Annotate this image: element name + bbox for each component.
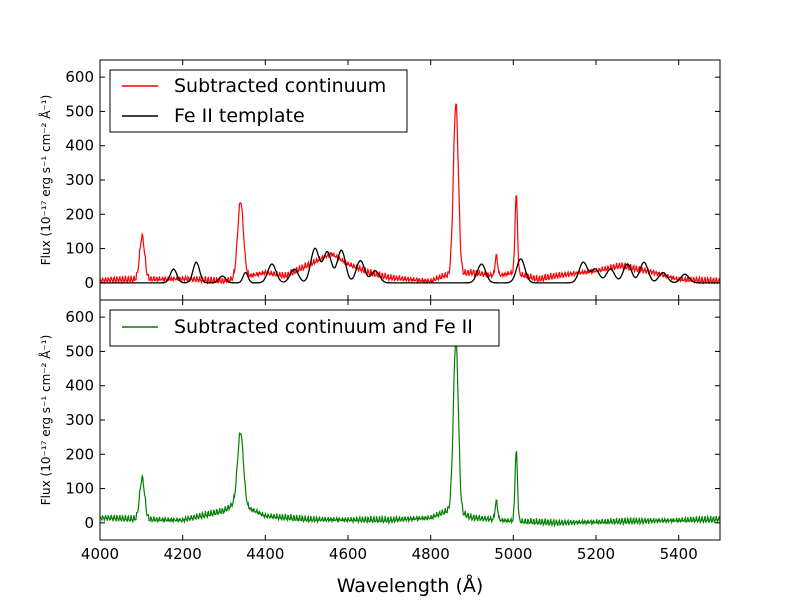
fe-ii-template-line [100,247,720,284]
bottom-axis-ticks [99,300,720,540]
x-tick-label: 4200 [164,545,202,563]
top-panel: 0 100 200 300 400 500 600 Flux (10⁻¹⁷ erg s⁻¹ … [38,59,721,301]
x-tick-label: 4400 [246,545,284,563]
bottom-y-tick-labels: 0 100 200 300 400 500 600 [65,308,94,532]
bottom-legend-box [109,309,500,347]
top-legend: Subtracted continuum Fe II template [109,69,408,133]
y-tick-label: 0 [84,274,94,292]
legend-label-subtracted-continuum-and-fe-ii: Subtracted continuum and Fe II [174,316,473,338]
x-axis-label: Wavelength (Å) [337,574,484,597]
y-tick-label: 100 [65,240,94,258]
legend-label-subtracted-continuum: Subtracted continuum [174,75,386,97]
top-y-axis-label: Flux (10⁻¹⁷ erg s⁻¹ cm⁻² Å⁻¹) [38,95,53,266]
x-tick-label: 4000 [81,545,119,563]
subtracted-continuum-and-fe-ii-line [99,339,721,528]
bottom-x-tick-labels: 4000 4200 4400 4600 4800 5000 5200 5400 [81,545,698,563]
y-tick-label: 0 [84,514,94,532]
top-y-tick-labels: 0 100 200 300 400 500 600 [65,68,94,292]
bottom-plot-frame [99,299,721,541]
legend-label-fe-ii-template: Fe II template [174,105,305,127]
y-tick-label: 300 [65,411,94,429]
x-tick-label: 4800 [412,545,450,563]
y-tick-label: 200 [65,445,94,463]
y-tick-label: 200 [65,205,94,223]
y-tick-label: 600 [65,308,94,326]
bottom-panel: 0 100 200 300 400 500 600 4000 4200 4400 4600 4800… [38,299,721,597]
y-tick-label: 500 [65,342,94,360]
x-tick-label: 4600 [329,545,367,563]
y-tick-label: 400 [65,377,94,395]
y-tick-label: 500 [65,102,94,120]
top-axis-ticks [99,60,720,300]
y-tick-label: 600 [65,68,94,86]
bottom-legend: Subtracted continuum and Fe II [109,309,500,347]
x-tick-label: 5400 [660,545,698,563]
y-tick-label: 400 [65,137,94,155]
x-tick-label: 5200 [577,545,615,563]
y-tick-label: 300 [65,171,94,189]
x-tick-label: 5000 [494,545,532,563]
bottom-y-axis-label: Flux (10⁻¹⁷ erg s⁻¹ cm⁻² Å⁻¹) [38,335,53,506]
top-legend-box [109,69,408,133]
y-tick-label: 100 [65,480,94,498]
